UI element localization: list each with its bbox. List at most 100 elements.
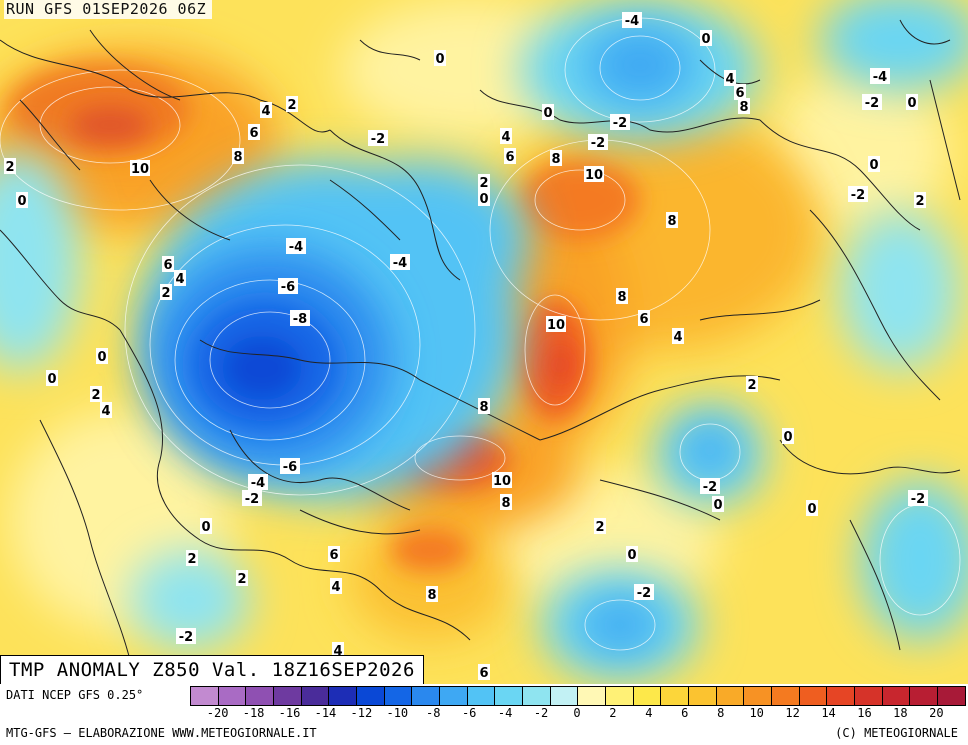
contour-label: 0 [542, 104, 554, 121]
scale-swatch [218, 687, 247, 705]
svg-text:8: 8 [427, 588, 436, 603]
contour-label: -2 [176, 628, 196, 645]
svg-text:0: 0 [907, 96, 916, 111]
svg-text:0: 0 [713, 498, 722, 513]
svg-text:2: 2 [237, 572, 246, 587]
contour-label: 0 [200, 518, 212, 535]
contour-label: 0 [782, 428, 794, 445]
contour-label: -8 [290, 310, 310, 327]
svg-text:-2: -2 [865, 96, 879, 111]
contour-label: 2 [160, 284, 172, 301]
svg-text:-2: -2 [637, 586, 651, 601]
svg-text:10: 10 [131, 162, 149, 177]
svg-text:-2: -2 [371, 132, 385, 147]
svg-text:0: 0 [807, 502, 816, 517]
contour-label: -2 [588, 134, 608, 151]
contour-label: 2 [594, 518, 606, 535]
contour-label: 0 [96, 348, 108, 365]
contour-label: 6 [248, 124, 260, 141]
scale-tick-label: 8 [717, 706, 725, 720]
svg-text:-2: -2 [245, 492, 259, 507]
svg-text:-2: -2 [851, 188, 865, 203]
anomaly-field [0, 0, 968, 684]
svg-text:6: 6 [505, 150, 514, 165]
contour-label: 10 [492, 472, 512, 489]
svg-text:0: 0 [543, 106, 552, 121]
contour-label: -2 [862, 94, 882, 111]
svg-text:4: 4 [673, 330, 682, 345]
contour-label: 6 [638, 310, 650, 327]
contour-label: 6 [162, 256, 174, 273]
contour-label: 4 [332, 642, 344, 659]
contour-label: 4 [330, 578, 342, 595]
svg-text:0: 0 [701, 32, 710, 47]
scale-swatch [301, 687, 330, 705]
contour-label: -4 [622, 12, 642, 29]
scale-swatch [882, 687, 911, 705]
svg-text:0: 0 [97, 350, 106, 365]
svg-text:8: 8 [739, 100, 748, 115]
contour-label: -4 [390, 254, 410, 271]
contour-label: 2 [90, 386, 102, 403]
scale-tick-label: 4 [645, 706, 653, 720]
contour-label: -6 [280, 458, 300, 475]
contour-label: 2 [478, 174, 490, 191]
contour-label: 8 [666, 212, 678, 229]
scale-swatch [606, 687, 634, 705]
svg-text:2: 2 [915, 194, 924, 209]
svg-text:-6: -6 [283, 460, 297, 475]
svg-text:-2: -2 [179, 630, 193, 645]
svg-text:-4: -4 [873, 70, 887, 85]
contour-label: 6 [734, 84, 746, 101]
svg-text:0: 0 [869, 158, 878, 173]
scale-swatch [467, 687, 496, 705]
scale-tick-label: 20 [929, 706, 944, 720]
svg-text:10: 10 [493, 474, 511, 489]
contour-label: 8 [478, 398, 490, 415]
contour-label: 10 [584, 166, 604, 183]
svg-text:-4: -4 [251, 476, 265, 491]
svg-text:2: 2 [5, 160, 14, 175]
contour-label: 2 [236, 570, 248, 587]
scale-swatch [191, 687, 219, 705]
contour-label: 8 [500, 494, 512, 511]
scale-tick-label: -16 [278, 706, 301, 720]
contour-label: -2 [848, 186, 868, 203]
svg-text:4: 4 [175, 272, 184, 287]
contour-label: -6 [278, 278, 298, 295]
scale-tick-label: -18 [242, 706, 265, 720]
coastlines-borders [0, 19, 961, 661]
contour-label: 10 [130, 160, 150, 177]
scale-swatch [772, 687, 800, 705]
svg-text:8: 8 [667, 214, 676, 229]
contour-label: 8 [738, 98, 750, 115]
svg-text:-2: -2 [613, 116, 627, 131]
contour-label: 0 [626, 546, 638, 563]
svg-text:4: 4 [333, 644, 342, 659]
svg-text:-6: -6 [281, 280, 295, 295]
scale-swatch [855, 687, 883, 705]
scale-tick-label: -12 [350, 706, 373, 720]
contour-label: -2 [634, 584, 654, 601]
svg-text:10: 10 [585, 168, 603, 183]
svg-text:10: 10 [547, 318, 565, 333]
svg-text:-2: -2 [911, 492, 925, 507]
svg-text:-2: -2 [591, 136, 605, 151]
credit-left: MTG-GFS – ELABORAZIONE WWW.METEOGIORNALE… [6, 726, 317, 740]
contour-label: 4 [672, 328, 684, 345]
contour-label: -2 [610, 114, 630, 131]
svg-text:8: 8 [479, 400, 488, 415]
color-scale-ticks: -20 -18 -16 -14 -12 -10 -8 -6 -4 -2 0 2 4 6 8 10 12 14 16 1… [190, 706, 966, 722]
contour-label: 10 [546, 316, 566, 333]
contour-label: 0 [906, 94, 918, 111]
contour-label: 2 [746, 376, 758, 393]
scale-swatch [744, 687, 773, 705]
svg-text:2: 2 [187, 552, 196, 567]
contour-label: 0 [434, 50, 446, 67]
data-source-label: DATI NCEP GFS 0.25° [6, 688, 144, 702]
scale-tick-label: -14 [314, 706, 337, 720]
scale-swatch [827, 687, 856, 705]
run-label: RUN GFS 01SEP2026 06Z [4, 0, 213, 19]
svg-text:0: 0 [47, 372, 56, 387]
